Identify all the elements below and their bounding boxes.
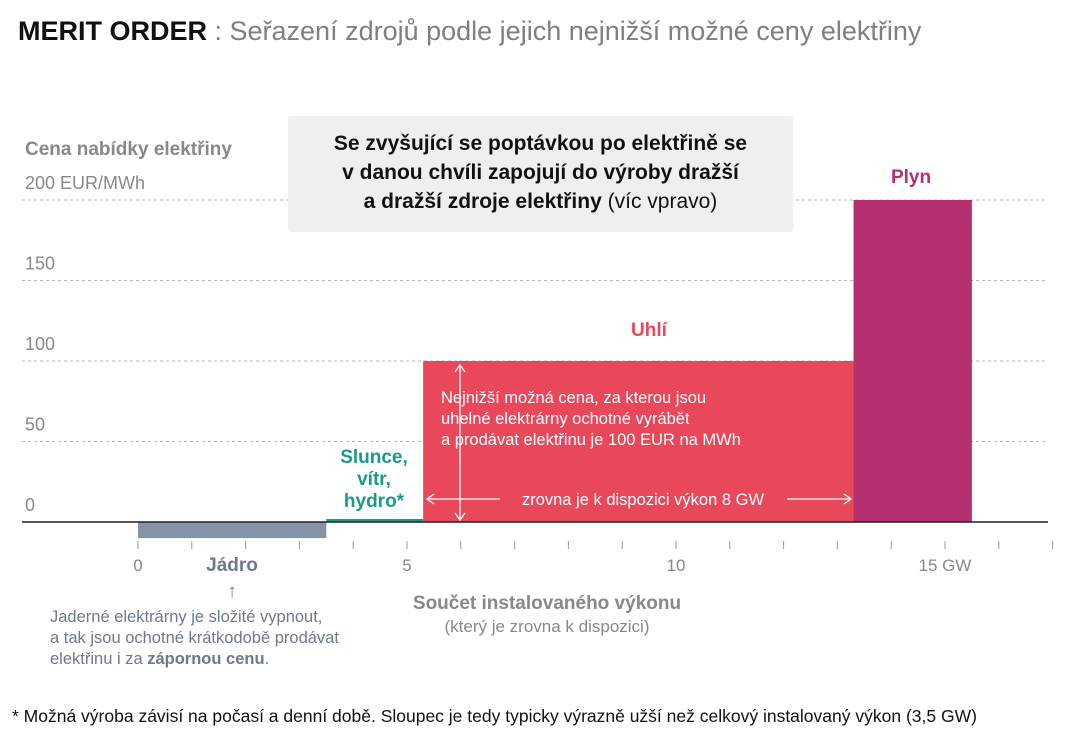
y-tick-label-50: 50 bbox=[25, 415, 45, 435]
footnote: * Možná výroba závisí na počasí a denní … bbox=[12, 706, 977, 726]
bar-0 bbox=[138, 522, 327, 539]
uhli-width-arrowhead-right bbox=[843, 493, 853, 505]
chart-title: MERIT ORDER : Seřazení zdrojů podle jeji… bbox=[18, 16, 921, 47]
bars bbox=[138, 200, 972, 539]
callout-line-3-rest: (víc vpravo) bbox=[601, 190, 718, 213]
callout-line-3-bold: a dražší zdroje elektřiny bbox=[363, 190, 602, 213]
callout-line-1: Se zvyšující se poptávkou po elektřině s… bbox=[333, 132, 748, 155]
title-bold: MERIT ORDER bbox=[18, 16, 207, 46]
x-tick-label-0: 0 bbox=[133, 556, 142, 575]
y-tick-label-0: 0 bbox=[25, 495, 35, 515]
x-axis-title: Součet instalovaného výkonu bbox=[413, 593, 681, 614]
uhli-height-arrowhead-bottom bbox=[454, 512, 466, 522]
label-slunce-line-3: hydro* bbox=[344, 491, 405, 512]
label-slunce-line-2: vítr, bbox=[357, 469, 391, 490]
jadro-arrow: ↑ bbox=[227, 581, 237, 602]
bar-2 bbox=[423, 361, 854, 522]
jadro-note-line-3: elektřinu i za zápornou cenu. bbox=[50, 650, 269, 668]
uhli-width-arrowhead-left bbox=[425, 493, 435, 505]
x-tick-label-15: 15 GW bbox=[919, 556, 972, 575]
title-subtitle: : Seřazení zdrojů podle jejich nejnižší … bbox=[207, 16, 922, 46]
uhli-height-arrowhead-top bbox=[454, 363, 466, 373]
uhli-note-line-2: uhelné elektrárny ochotné vyrábět bbox=[441, 410, 690, 428]
uhli-width-label: zrovna je k dispozici výkon 8 GW bbox=[522, 491, 765, 509]
y-tick-label-100: 100 bbox=[25, 334, 55, 354]
label-slunce-line-1: Slunce, bbox=[340, 447, 408, 468]
uhli-note-line-1: Nejnižší možná cena, za kterou jsou bbox=[441, 389, 706, 407]
label-uhli: Uhlí bbox=[631, 320, 668, 341]
label-jadro: Jádro bbox=[206, 555, 258, 576]
jadro-note-line-1: Jaderné elektrárny je složité vypnout, bbox=[50, 608, 322, 626]
y-axis-title: Cena nabídky elektřiny bbox=[25, 139, 232, 160]
jadro-note-line-2: a tak jsou ochotné krátkodobě prodávat bbox=[50, 629, 339, 647]
bar-3 bbox=[853, 200, 972, 522]
uhli-note-line-3: a prodávat elektřinu je 100 EUR na MWh bbox=[441, 431, 741, 449]
y-tick-label-150: 150 bbox=[25, 254, 55, 274]
axes bbox=[22, 521, 1054, 549]
label-plyn: Plyn bbox=[891, 167, 931, 188]
x-tick-label-10: 10 bbox=[667, 556, 686, 575]
x-tick-label-5: 5 bbox=[402, 556, 411, 575]
x-axis-subtitle: (který je zrovna k dispozici) bbox=[444, 617, 649, 636]
callout-box: Se zvyšující se poptávkou po elektřině s… bbox=[288, 116, 793, 232]
y-tick-label-200: 200 EUR/MWh bbox=[25, 173, 145, 193]
callout-line-2: v danou chvíli zapojují do výroby dražší bbox=[342, 161, 739, 184]
bar-1 bbox=[326, 519, 424, 522]
